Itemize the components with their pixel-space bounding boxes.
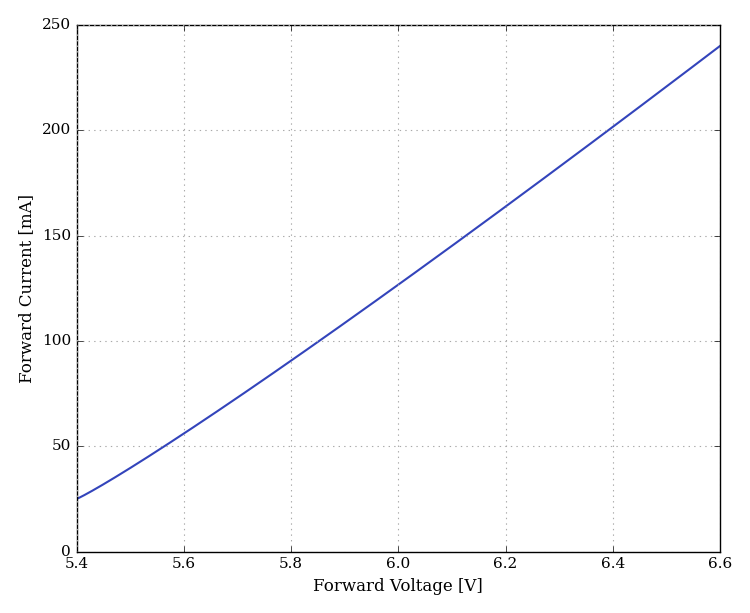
Y-axis label: Forward Current [mA]: Forward Current [mA] [18, 194, 35, 383]
X-axis label: Forward Voltage [V]: Forward Voltage [V] [314, 578, 483, 595]
